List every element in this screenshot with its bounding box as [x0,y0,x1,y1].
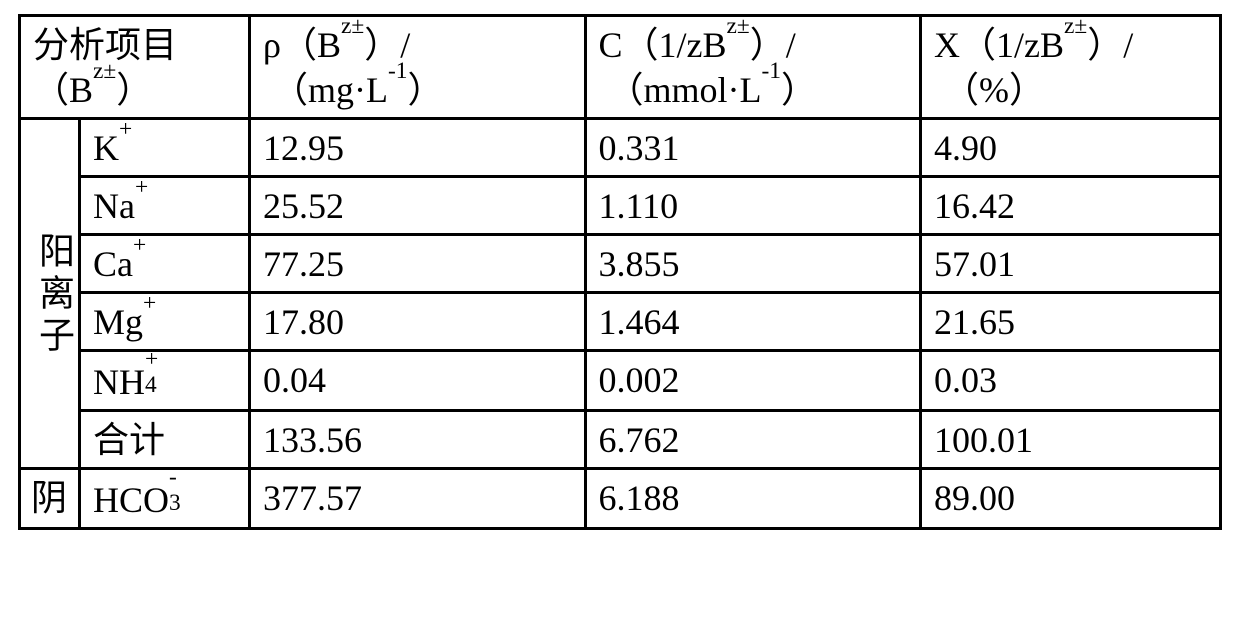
c-cell: 1.464 [585,293,921,351]
ion-sup: + [119,116,132,142]
rho-cell: 77.25 [250,235,585,293]
hdr3-l2-suf: ） [781,70,817,110]
rho-cell: 0.04 [250,351,585,411]
x-cell: 21.65 [921,293,1221,351]
rho-cell: 17.80 [250,293,585,351]
anion-group-label: 阴 [31,478,67,518]
cation-group-label-cell: 阳离子 [20,119,80,469]
table-row-total: 合计 133.56 6.762 100.01 [20,411,1221,469]
header-x: X（1/zBz±）/ （%） [921,16,1221,119]
c-cell: 6.188 [585,469,921,529]
ion-cell: Na+ [80,177,250,235]
ion-cell: 合计 [80,411,250,469]
table-row: Mg+ 17.80 1.464 21.65 [20,293,1221,351]
hdr2-l2-suf: ） [408,70,444,110]
rho-cell: 25.52 [250,177,585,235]
ion-cell: Ca+ [80,235,250,293]
c-cell: 0.002 [585,351,921,411]
hdr1-l2-pre: （B [33,70,93,110]
water-analysis-table: 分析项目 （Bz±） ρ（Bz±）/ （mg·L-1） C（1/zBz±）/ （… [18,14,1222,530]
x-cell: 16.42 [921,177,1221,235]
hdr3-l1-sup: z± [727,13,750,39]
ion-subsup: +4 [145,358,177,394]
ion-base: K [93,128,119,168]
table-row: Ca+ 77.25 3.855 57.01 [20,235,1221,293]
ion-sup: + [143,290,156,316]
header-rho: ρ（Bz±）/ （mg·L-1） [250,16,585,119]
table-row: 阳离子 K+ 12.95 0.331 4.90 [20,119,1221,177]
ion-base: HCO [93,480,169,520]
ion-sub: 3 [169,489,181,518]
hdr4-l1-suf: ）/ [1087,25,1133,65]
table-header-row: 分析项目 （Bz±） ρ（Bz±）/ （mg·L-1） C（1/zBz±）/ （… [20,16,1221,119]
ion-base: Ca [93,244,133,284]
hdr4-l2: （%） [943,70,1045,110]
x-cell: 0.03 [921,351,1221,411]
x-cell: 57.01 [921,235,1221,293]
ion-cell: K+ [80,119,250,177]
hdr2-l1-pre: ρ（B [263,25,341,65]
ion-base: Mg [93,302,143,342]
ion-cell: HCO-3 [80,469,250,529]
x-cell: 4.90 [921,119,1221,177]
rho-cell: 12.95 [250,119,585,177]
ion-sup: + [135,174,148,200]
ion-base: NH [93,362,145,402]
c-cell: 1.110 [585,177,921,235]
hdr3-l2-sup: -1 [762,58,782,84]
c-cell: 0.331 [585,119,921,177]
anion-group-label-cell: 阴 [20,469,80,529]
hdr1-l2-sup: z± [93,58,116,84]
table-row: 阴 HCO-3 377.57 6.188 89.00 [20,469,1221,529]
hdr2-l1-sup: z± [341,13,364,39]
hdr2-l2-sup: -1 [388,58,408,84]
ion-cell: Mg+ [80,293,250,351]
ion-sub: 4 [145,371,157,400]
header-analysis-item: 分析项目 （Bz±） [20,16,250,119]
ion-base: Na [93,186,135,226]
hdr4-l1-sup: z± [1064,13,1087,39]
c-cell: 3.855 [585,235,921,293]
table-row: NH+4 0.04 0.002 0.03 [20,351,1221,411]
x-cell: 100.01 [921,411,1221,469]
hdr3-l2-pre: （mmol·L [608,70,762,110]
ion-subsup: -3 [169,476,201,512]
rho-cell: 377.57 [250,469,585,529]
hdr1-l2-suf: ） [116,70,152,110]
hdr4-l1-pre: X（1/zB [934,25,1064,65]
header-c: C（1/zBz±）/ （mmol·L-1） [585,16,921,119]
rho-cell: 133.56 [250,411,585,469]
table-row: Na+ 25.52 1.110 16.42 [20,177,1221,235]
x-cell: 89.00 [921,469,1221,529]
hdr2-l2-pre: （mg·L [272,70,388,110]
ion-cell: NH+4 [80,351,250,411]
cation-group-label: 阳离子 [31,232,76,358]
c-cell: 6.762 [585,411,921,469]
hdr3-l1-pre: C（1/zB [599,25,727,65]
ion-sup: + [133,232,146,258]
